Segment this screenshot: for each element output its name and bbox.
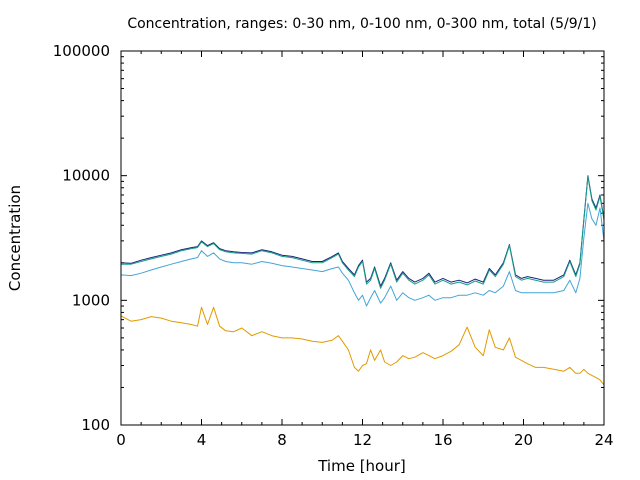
series-group [120,175,605,386]
y-tick-label: 1000 [72,291,110,309]
series-line-3 [120,202,605,307]
y-tick-label: 10000 [62,167,110,185]
x-tick-label: 4 [197,431,207,449]
x-tick-label: 24 [594,431,613,449]
series-line-4 [120,306,605,386]
chart-title: Concentration, ranges: 0-30 nm, 0-100 nm… [127,16,596,32]
series-line-1 [120,175,605,287]
x-tick-label: 20 [514,431,533,449]
y-tick-label: 100000 [53,42,110,60]
x-tick-label: 12 [353,431,372,449]
series-line-2 [121,176,605,289]
axis-ticks: 0 4 8 12 16 20 24 100 1000 10000 100000 [53,42,614,449]
x-axis-label: Time [hour] [317,457,406,475]
y-axis-label: Concentration [6,185,24,291]
x-tick-label: 16 [433,431,452,449]
x-tick-label: 0 [116,431,126,449]
plot-frame [120,50,605,426]
y-tick-label: 100 [81,416,110,434]
x-tick-label: 8 [277,431,287,449]
